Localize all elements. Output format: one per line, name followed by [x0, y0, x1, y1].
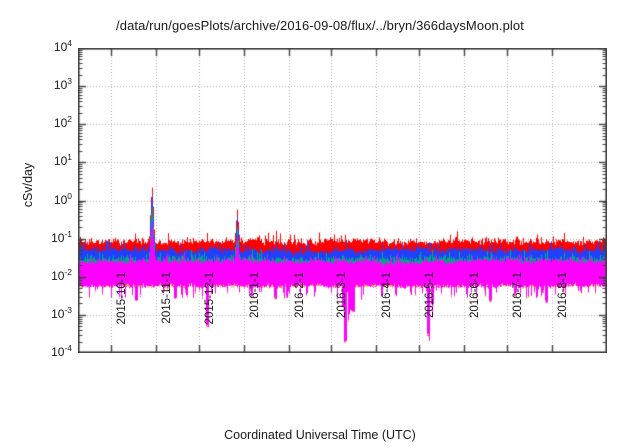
y-axis-tick-label: 104 [53, 38, 72, 54]
x-axis-tick-label: 2015-10-1 [116, 272, 129, 325]
x-axis-tick-label: 2016-1-1 [249, 272, 262, 319]
x-axis-tick-label: 2016-4-1 [380, 272, 393, 319]
x-axis-label: Coordinated Universal Time (UTC) [224, 428, 416, 442]
page-title: /data/run/goesPlots/archive/2016-09-08/f… [116, 18, 524, 33]
x-axis-tick-label: 2015-12-1 [204, 272, 217, 325]
x-axis-tick-label: 2016-7-1 [512, 272, 525, 319]
y-axis-tick-label: 100 [53, 190, 72, 207]
x-axis-tick-label: 2015-11-1 [161, 272, 174, 324]
y-axis-tick-label: 103 [53, 76, 72, 93]
x-axis-tick-label: 2016-6-1 [468, 272, 481, 319]
y-axis-tick-label: 10-2 [51, 266, 72, 283]
y-axis-tick-label: 10-3 [51, 304, 72, 321]
x-axis-tick-label: 2016-3-1 [335, 272, 348, 319]
x-axis-tick-label: 2016-5-1 [424, 272, 437, 319]
y-axis-tick-label: 101 [53, 152, 72, 169]
y-axis-tick-label: 10-4 [51, 343, 72, 359]
y-axis-tick-labels: 104 103 102 101 100 10-1 10-2 10-3 10-4 [26, 0, 72, 448]
x-axis-tick-label: 2016-8-1 [557, 272, 570, 319]
chart-plot-area [78, 48, 607, 353]
y-axis-tick-label: 102 [53, 114, 72, 131]
x-axis-tick-label: 2016-2-1 [294, 272, 307, 319]
y-axis-tick-label: 10-1 [51, 228, 72, 245]
